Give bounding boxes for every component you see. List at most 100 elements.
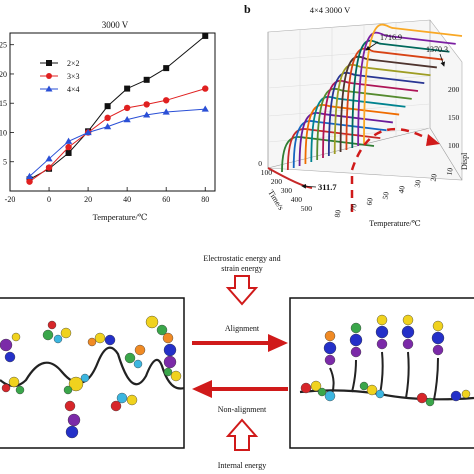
side-group-bead [163, 343, 177, 357]
side-group-bead [11, 332, 21, 342]
a-xtick-label: 40 [123, 195, 131, 204]
a-xtick-label: -20 [5, 195, 16, 204]
side-group-bead [432, 320, 444, 332]
side-group-bead [42, 329, 54, 341]
b-temp-tick: 50 [380, 191, 390, 200]
b-z-tick: 150 [448, 113, 460, 122]
a-point [104, 123, 112, 130]
side-group-bead [376, 314, 388, 326]
a-point [202, 32, 209, 39]
side-group-bead [317, 387, 327, 397]
b-time-tick: 300 [281, 186, 293, 195]
b-time-tick: 0 [258, 159, 262, 168]
panel-a-title: 3000 V [102, 20, 129, 30]
a-point [202, 85, 209, 92]
a-point [104, 114, 111, 122]
aligned-side-chain [351, 359, 357, 393]
side-group-bead [402, 314, 414, 326]
side-group-bead [366, 384, 378, 396]
side-group-bead [104, 334, 116, 346]
b-baseline-curve [267, 167, 313, 189]
a-ytick-label: 10 [0, 128, 7, 137]
side-group-bead [402, 338, 414, 350]
energy-text-line1: Electrostatic energy and [203, 254, 280, 263]
energy-text-line2: strain energy [221, 264, 262, 273]
side-group-bead [401, 325, 415, 339]
a-point [45, 155, 53, 162]
b-curve [286, 128, 381, 171]
a-series-line [29, 108, 206, 177]
side-group-bead [47, 320, 57, 330]
a-ytick-label: 5 [3, 158, 7, 167]
b-temp-tick: 70 [348, 203, 358, 212]
side-group-bead [300, 382, 312, 394]
side-group-bead [53, 334, 63, 344]
disordered-backbone [0, 346, 185, 390]
a-point [65, 143, 72, 151]
side-group-bead [324, 330, 336, 342]
side-group-bead [324, 390, 336, 402]
panel-b-title: 4×4 3000 V [310, 5, 351, 15]
side-group-bead [110, 400, 122, 412]
side-group-bead [376, 338, 388, 350]
a-point [64, 137, 73, 144]
side-group-bead [145, 315, 159, 329]
b-temp-tick: 30 [412, 179, 422, 188]
b-temp-tick: 60 [364, 197, 374, 206]
side-group-bead [163, 355, 177, 369]
a-xtick-label: 80 [201, 195, 209, 204]
a-point [163, 65, 170, 72]
side-group-bead [80, 373, 90, 383]
panel-a: 3000 V 25 20 15 10 5 -20 0 20 40 60 80 Temperatur… [0, 20, 216, 222]
side-group-bead [68, 376, 84, 392]
a-point [143, 101, 150, 108]
side-group-bead [461, 389, 471, 399]
alignment-label: Alignment [225, 324, 260, 333]
a-xtick-label: 20 [84, 195, 92, 204]
aligned-side-chain [433, 357, 439, 401]
a-ytick-label: 25 [0, 41, 7, 50]
a-point [124, 85, 131, 92]
b-curve [357, 31, 456, 147]
aligned-side-chain [405, 351, 410, 399]
panel-b-waterfall [267, 23, 463, 189]
side-group-bead [8, 376, 20, 388]
b-time-tick: 400 [291, 195, 303, 204]
side-group-bead [432, 344, 444, 356]
non-alignment-arrow-head [192, 380, 212, 398]
a-point [143, 111, 151, 118]
internal-energy-arrow-up [225, 418, 259, 451]
side-group-bead [87, 337, 97, 347]
side-group-bead [450, 390, 462, 402]
side-group-bead [65, 425, 79, 439]
panel-a-legend: 2×2 3×3 4×4 [40, 59, 80, 94]
panel-b-temp-label: Temperature/℃ [369, 219, 421, 228]
peak-label-1370: 1370.3 [426, 45, 448, 54]
a-point [25, 172, 34, 179]
side-group-bead [116, 392, 128, 404]
panel-b-trend-arrowhead [426, 134, 440, 146]
side-group-bead [324, 354, 336, 366]
legend-label-4x4: 4×4 [67, 85, 80, 94]
side-group-bead [133, 359, 143, 369]
a-xtick-label: 60 [162, 195, 170, 204]
side-group-bead [350, 346, 362, 358]
internal-energy-text: Internal energy [218, 461, 267, 470]
a-xtick-label: 0 [47, 195, 51, 204]
peak-label-311: 311.7 [318, 182, 337, 192]
peak-label-1716: 1716.9 [380, 33, 402, 42]
schematic: Electrostatic energy and strain energy A… [0, 254, 474, 470]
side-group-bead [63, 385, 73, 395]
side-group-bead [134, 344, 146, 356]
alignment-arrow-head [268, 334, 288, 352]
a-series-line [29, 88, 206, 183]
non-alignment-label: Non-alignment [218, 405, 267, 414]
b-time-tick: 500 [301, 204, 313, 213]
energy-input-arrow-down [225, 275, 259, 306]
panel-b-trend-curve [350, 127, 431, 212]
b-temp-tick: 10 [444, 167, 454, 176]
side-group-bead [60, 327, 72, 339]
side-group-bead [1, 383, 11, 393]
b-time-tick: 100 [261, 168, 273, 177]
